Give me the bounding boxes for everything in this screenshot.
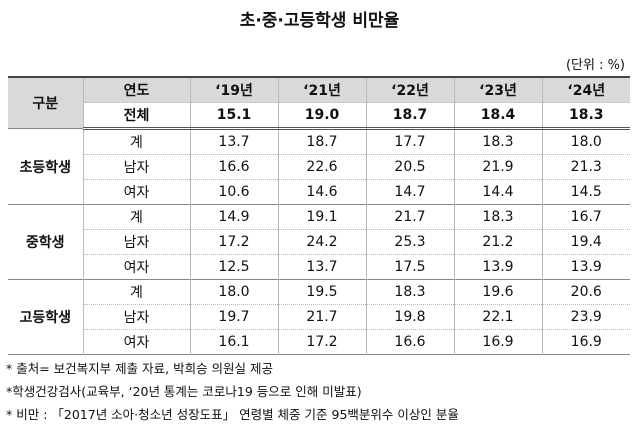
cell: 18.0	[541, 128, 630, 155]
data-row: 초등학생 계 13.7 18.7 17.7 18.3 18.0	[8, 128, 630, 205]
cell: 19.5	[277, 279, 367, 305]
group-label: 중학생	[8, 204, 84, 280]
cell: 13.7	[189, 128, 279, 155]
header-cell: 연도	[82, 76, 191, 103]
data-row: 남자 16.6 22.6 20.5 21.9 21.3	[8, 154, 630, 180]
row-label: 계	[82, 279, 191, 305]
cell: 17.2	[189, 229, 279, 255]
table: 구분 연도 ‘19년 ‘21년 ‘22년 ‘23년 ‘24년 전체 15.1 19.0 18.7 18…	[8, 76, 630, 355]
cell: 24.2	[277, 229, 367, 255]
cell: 14.4	[453, 179, 543, 205]
cell: 14.5	[541, 179, 630, 205]
header-cell: 구분	[8, 76, 84, 129]
cell: 21.9	[453, 154, 543, 180]
cell: 16.9	[453, 329, 543, 355]
cell: 21.7	[365, 204, 455, 230]
header-row: 구분 연도 ‘19년 ‘21년 ‘22년 ‘23년 ‘24년	[8, 76, 630, 129]
cell: 16.6	[189, 154, 279, 180]
cell: 21.2	[453, 229, 543, 255]
cell: 14.6	[277, 179, 367, 205]
cell: 18.7	[277, 128, 367, 155]
data-row: 남자 17.2 24.2 25.3 21.2 19.4	[8, 229, 630, 255]
cell: 16.7	[541, 204, 630, 230]
row-label: 여자	[83, 254, 191, 280]
group-label: 고등학생	[8, 279, 84, 355]
data-row: 고등학생 계 18.0 19.5 18.3 19.6 20.6	[8, 279, 630, 355]
cell: 19.0	[277, 102, 367, 130]
cell: 19.4	[541, 229, 630, 255]
cell: 16.6	[365, 329, 455, 355]
cell: 21.7	[277, 304, 367, 330]
cell: 13.7	[277, 254, 367, 280]
cell: 25.3	[365, 229, 455, 255]
title: 초·중·고등학생 비만율	[239, 11, 400, 31]
cell: 17.7	[365, 128, 455, 155]
row-label: 남자	[83, 154, 191, 180]
cell: 18.7	[365, 102, 455, 130]
cell: 14.9	[189, 204, 279, 230]
header-cell: ‘19년	[189, 76, 279, 103]
unit-label: (단위 : %)	[565, 58, 625, 73]
data-row: 여자 10.6 14.6 14.7 14.4 14.5	[8, 179, 630, 205]
cell: 18.3	[453, 128, 543, 155]
cell: 10.6	[189, 179, 279, 205]
note: *학생건강검사(교육부, ‘20년 통계는 코로나19 등으로 인해 미발표)	[6, 384, 362, 399]
cell: 18.3	[453, 204, 543, 230]
row-label: 여자	[83, 329, 191, 355]
cell: 19.7	[189, 304, 279, 330]
cell: 14.7	[365, 179, 455, 205]
cell: 21.3	[541, 154, 630, 180]
cell: 15.1	[189, 102, 279, 130]
cell: 18.4	[453, 102, 543, 130]
note: * 출처= 보건복지부 제출 자료, 박희승 의원실 제공	[6, 361, 274, 376]
cell: 22.6	[277, 154, 367, 180]
cell: 17.5	[365, 254, 455, 280]
cell: 16.1	[189, 329, 279, 355]
cell: 20.5	[365, 154, 455, 180]
group-label: 초등학생	[8, 128, 84, 205]
data-row: 중학생 계 14.9 19.1 21.7 18.3 16.7	[8, 204, 630, 280]
cell: 18.3	[365, 279, 455, 305]
data-row: 여자 16.1 17.2 16.6 16.9 16.9	[8, 329, 630, 355]
cell: 13.9	[453, 254, 543, 280]
row-label: 계	[82, 128, 191, 155]
header-cell: ‘22년	[365, 76, 455, 103]
header-cell: ‘24년	[541, 76, 630, 103]
row-label: 남자	[83, 304, 191, 330]
total-row: 전체 15.1 19.0 18.7 18.4 18.3	[8, 102, 630, 130]
cell: 19.6	[453, 279, 543, 305]
header-cell: ‘23년	[453, 76, 543, 103]
cell: 13.9	[541, 254, 630, 280]
cell: 12.5	[189, 254, 279, 280]
cell: 17.2	[277, 329, 367, 355]
row-label: 남자	[83, 229, 191, 255]
cell: 18.0	[189, 279, 279, 305]
cell: 22.1	[453, 304, 543, 330]
header-cell: ‘21년	[277, 76, 367, 103]
row-label: 여자	[83, 179, 191, 205]
note: * 비만 : 「2017년 소아·청소년 성장도표」 연령별 체중 기준 95백…	[6, 407, 459, 422]
data-row: 여자 12.5 13.7 17.5 13.9 13.9	[8, 254, 630, 280]
cell: 19.8	[365, 304, 455, 330]
row-label: 계	[82, 204, 191, 230]
cell: 20.6	[541, 279, 630, 305]
cell: 19.1	[277, 204, 367, 230]
cell: 16.9	[541, 329, 630, 355]
row-label: 전체	[83, 102, 191, 130]
data-row: 남자 19.7 21.7 19.8 22.1 23.9	[8, 304, 630, 330]
cell: 23.9	[541, 304, 630, 330]
cell: 18.3	[541, 102, 630, 130]
